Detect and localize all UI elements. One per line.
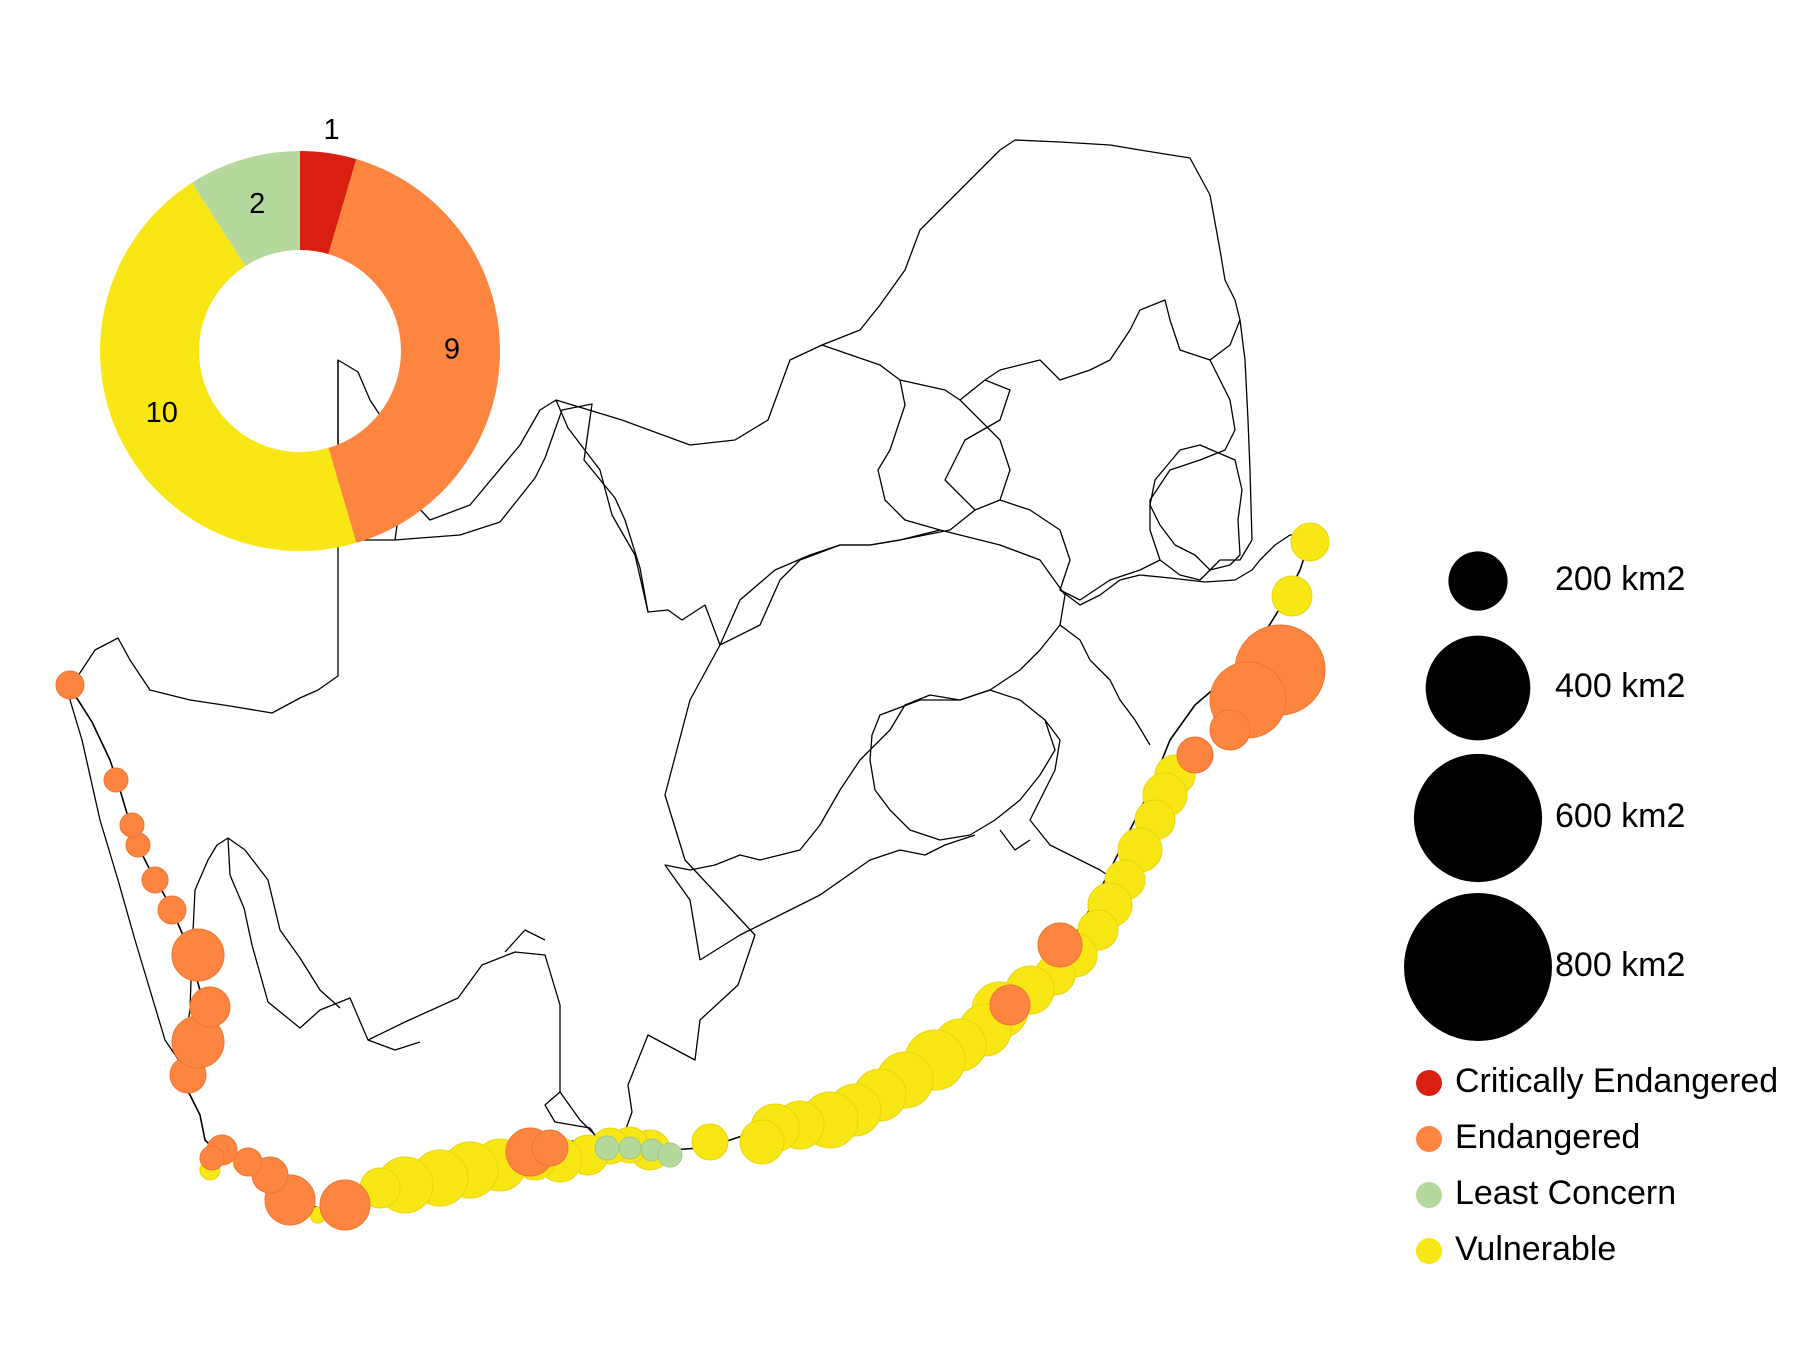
estuary-marker <box>1037 922 1083 968</box>
size-legend-label: 400 km2 <box>1555 667 1685 705</box>
size-legend-label: 200 km2 <box>1555 560 1685 598</box>
status-legend-label: Endangered <box>1455 1118 1640 1156</box>
estuary-marker <box>103 767 129 793</box>
estuary-marker <box>989 984 1031 1026</box>
status-legend-label: Vulnerable <box>1455 1230 1616 1268</box>
size-legend-circle <box>1448 551 1508 611</box>
swaziland-border <box>1149 444 1243 571</box>
estuary-marker <box>319 1179 371 1231</box>
size-legend-circle <box>1413 753 1543 883</box>
size-legend-label: 800 km2 <box>1555 946 1685 984</box>
status-legend: Critically Endangered Endangered Least Con… <box>1416 1062 1778 1268</box>
estuary-marker <box>1271 575 1313 617</box>
status-legend-swatch <box>1416 1126 1442 1152</box>
least-concern-estuaries <box>594 1135 683 1168</box>
estuary-marker <box>657 1142 683 1168</box>
donut-label-least-concern: 2 <box>249 188 265 220</box>
size-legend: 200 km2 400 km2 600 km2 800 km2 <box>1404 551 1685 1041</box>
estuary-marker <box>1290 522 1330 562</box>
size-legend-circle <box>1404 893 1552 1041</box>
estuary-markers <box>55 522 1330 1231</box>
estuary-marker <box>531 1129 569 1167</box>
endangered-estuaries <box>55 624 1326 1231</box>
free-state-border <box>664 529 1091 961</box>
estuary-marker <box>55 670 85 700</box>
status-donut-chart: 1 9 10 2 <box>100 114 500 551</box>
mpumalanga-border <box>999 319 1253 601</box>
donut-label-critically-endangered: 1 <box>324 114 340 146</box>
estuary-marker <box>171 928 225 982</box>
donut-segment-critically-endangered <box>300 151 357 255</box>
vulnerable-estuaries <box>199 522 1330 1224</box>
limpopo-gauteng-border <box>821 139 1241 531</box>
donut-segment-least-concern <box>191 151 300 267</box>
status-legend-swatch <box>1416 1238 1442 1264</box>
donut-segment-vulnerable <box>100 182 357 551</box>
estuary-marker <box>189 986 231 1028</box>
province-borders <box>69 139 1305 1151</box>
estuary-marker <box>199 1145 225 1171</box>
estuary-marker <box>1176 736 1214 774</box>
estuary-marker <box>618 1136 642 1160</box>
estuary-marker <box>141 866 169 894</box>
estuary-marker <box>594 1135 620 1161</box>
eastern-cape-border <box>699 659 1151 961</box>
estuary-marker <box>119 812 145 838</box>
western-cape-border <box>227 837 606 1151</box>
northern-cape-border <box>69 359 756 1143</box>
donut-label-endangered: 9 <box>444 334 460 366</box>
estuary-marker <box>1209 709 1251 751</box>
status-legend-swatch <box>1416 1182 1442 1208</box>
status-legend-swatch <box>1416 1070 1442 1096</box>
status-legend-label: Critically Endangered <box>1455 1062 1778 1100</box>
estuary-marker <box>157 895 187 925</box>
size-legend-label: 600 km2 <box>1555 797 1685 835</box>
donut-label-vulnerable: 10 <box>146 397 178 429</box>
lesotho-border <box>869 689 1056 841</box>
donut-segment-endangered <box>328 159 500 543</box>
status-legend-label: Least Concern <box>1455 1174 1676 1212</box>
size-legend-circle <box>1425 635 1531 741</box>
estuary-marker <box>691 1123 729 1161</box>
estuary-marker <box>233 1147 263 1177</box>
kwazulu-natal-border <box>1059 534 1305 606</box>
estuary-marker <box>739 1119 785 1165</box>
